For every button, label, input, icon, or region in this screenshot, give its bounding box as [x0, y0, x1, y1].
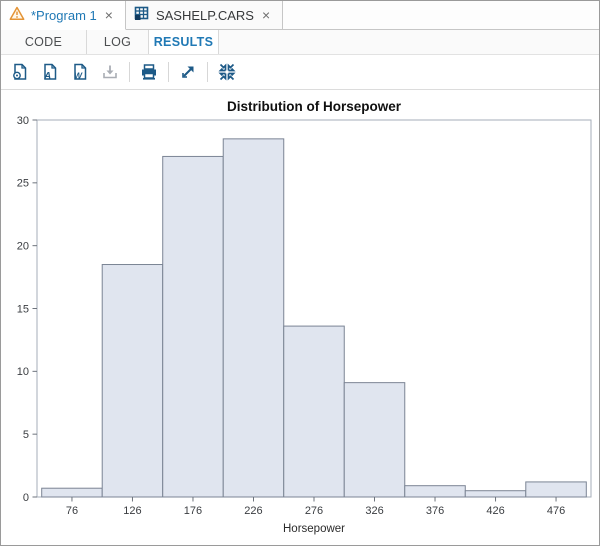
chart-title: Distribution of Horsepower [227, 99, 402, 114]
document-tab-bar: *Program 1 × SASHELP.CARS × [1, 1, 599, 30]
open-new-window-icon [182, 66, 194, 78]
svg-text:W: W [74, 71, 83, 81]
svg-text:10: 10 [17, 366, 29, 378]
tab-code[interactable]: CODE [1, 30, 87, 54]
tab-results[interactable]: RESULTS [149, 30, 219, 54]
toolbar-separator [168, 62, 169, 82]
svg-text:226: 226 [244, 505, 262, 517]
svg-text:326: 326 [365, 505, 383, 517]
plot-area: 0 5 10 15 20 25 30 76 126 176 226 276 326 376 426 476 [17, 115, 592, 517]
results-toolbar: A W [1, 55, 599, 90]
svg-text:0: 0 [23, 492, 29, 504]
x-axis-label: Horsepower [283, 523, 345, 535]
view-tab-bar: CODE LOG RESULTS [1, 30, 599, 55]
svg-text:20: 20 [17, 240, 29, 252]
download-icon [103, 65, 117, 79]
download-rtf-icon: W [74, 63, 87, 81]
svg-text:426: 426 [486, 505, 504, 517]
svg-text:376: 376 [426, 505, 444, 517]
tab-bar-filler [283, 1, 599, 29]
tab-sashelp-cars[interactable]: SASHELP.CARS × [125, 1, 284, 29]
svg-text:76: 76 [66, 505, 78, 517]
toolbar-separator [207, 62, 208, 82]
close-icon[interactable]: × [261, 7, 271, 23]
warning-icon [9, 6, 25, 24]
svg-text:5: 5 [23, 429, 29, 441]
svg-text:15: 15 [17, 303, 29, 315]
svg-text:126: 126 [123, 505, 141, 517]
toolbar-separator [129, 62, 130, 82]
svg-text:A: A [43, 71, 51, 82]
open-new-window-button[interactable] [173, 58, 203, 86]
download-rtf-button[interactable]: W [65, 58, 95, 86]
svg-text:176: 176 [184, 505, 202, 517]
svg-text:476: 476 [547, 505, 565, 517]
svg-text:276: 276 [305, 505, 323, 517]
download-html-icon [13, 63, 27, 80]
collapse-results-button[interactable] [212, 58, 242, 86]
print-button[interactable] [134, 58, 164, 86]
svg-text:30: 30 [17, 115, 29, 127]
tab-program-1[interactable]: *Program 1 × [1, 1, 126, 30]
results-panel: Distribution of Horsepower 0 5 10 15 20 25 30 7… [1, 90, 599, 542]
table-icon [134, 6, 150, 24]
svg-text:25: 25 [17, 178, 29, 190]
tab-log[interactable]: LOG [87, 30, 149, 54]
download-pdf-icon: A [43, 63, 57, 82]
histogram-chart: Distribution of Horsepower 0 5 10 15 20 25 30 7… [17, 99, 592, 535]
tab-label: SASHELP.CARS [155, 7, 254, 23]
close-icon[interactable]: × [104, 7, 113, 23]
download-pdf-button[interactable]: A [35, 58, 65, 86]
collapse-icon [218, 63, 236, 81]
download-html-button[interactable] [5, 58, 35, 86]
tab-label: *Program 1 [31, 7, 97, 23]
print-icon [142, 64, 156, 80]
download-button[interactable] [95, 58, 125, 86]
